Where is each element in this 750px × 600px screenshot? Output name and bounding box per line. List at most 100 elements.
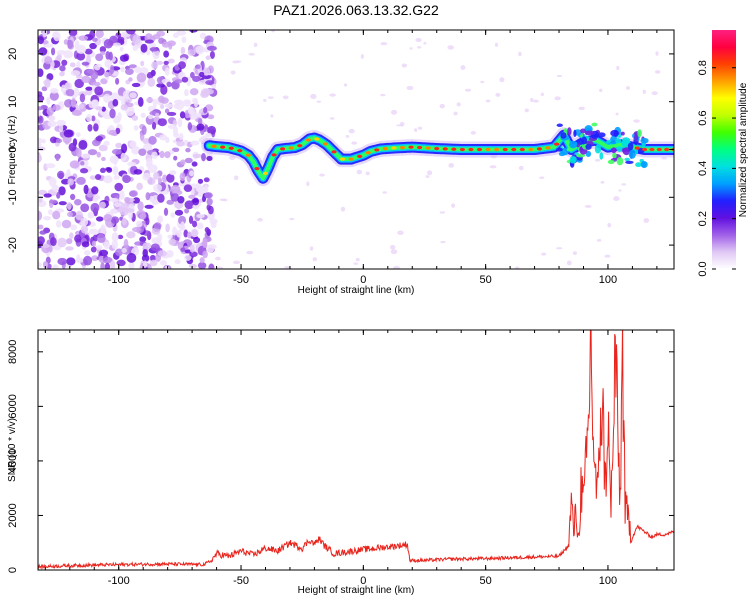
noise-speck [125, 68, 134, 75]
noise-speck [348, 128, 355, 134]
noise-speck [382, 191, 388, 194]
noise-speck [189, 88, 199, 96]
noise-speck [187, 106, 195, 115]
noise-speck [109, 108, 116, 119]
noise-speck [140, 60, 145, 67]
noise-speck [312, 257, 317, 262]
noise-speck [55, 153, 60, 162]
noise-speck [71, 109, 82, 116]
noise-speck [144, 39, 154, 44]
noise-speck [137, 97, 144, 107]
noise-speck [554, 96, 561, 101]
ridge-turbulence [635, 162, 642, 168]
noise-speck [121, 217, 127, 226]
noise-speck [76, 254, 81, 264]
ridge-hotspot [519, 147, 525, 152]
noise-speck [642, 89, 646, 95]
noise-speck [98, 144, 108, 152]
top-y-axis: -20 -10 0 10 20 [7, 48, 674, 253]
noise-speck [195, 45, 205, 55]
top-x-tick-label: -50 [233, 274, 249, 286]
noise-speck [103, 39, 113, 49]
noise-speck [73, 87, 80, 97]
noise-speck [104, 59, 112, 68]
noise-speck [423, 41, 427, 45]
noise-speck [253, 42, 258, 48]
noise-speck [131, 145, 141, 155]
noise-speck [188, 263, 197, 269]
noise-speck [555, 247, 563, 250]
ridge-turbulence [634, 133, 639, 142]
snr-frame [37, 329, 675, 571]
noise-speck [121, 143, 128, 154]
noise-speck [78, 139, 88, 150]
noise-speck [397, 230, 404, 235]
ridge-hotspot [536, 147, 543, 151]
noise-speck [93, 123, 99, 132]
bottom-y-tick-label: 2000 [7, 503, 19, 527]
noise-speck [42, 30, 48, 38]
noise-speck [112, 98, 119, 107]
ridge-hotspot [545, 146, 551, 150]
noise-speck [409, 47, 413, 50]
noise-speck [105, 51, 111, 60]
noise-speck [127, 161, 137, 167]
noise-speck [114, 182, 124, 192]
noise-speck [167, 234, 173, 239]
bottom-x-axis: -100 -50 0 50 100 [44, 330, 658, 587]
ridge-turbulence [556, 147, 563, 152]
noise-speck [89, 175, 97, 180]
noise-speck [100, 224, 106, 235]
ridge-turbulence [569, 156, 577, 164]
noise-speck [68, 30, 78, 37]
noise-speck [95, 135, 103, 142]
noise-speck [70, 193, 76, 201]
noise-speck [233, 260, 240, 265]
noise-speck [128, 190, 137, 197]
noise-speck [113, 202, 122, 208]
noise-speck [176, 229, 182, 238]
noise-speck [59, 71, 65, 77]
noise-speck [494, 42, 499, 47]
noise-speck [147, 177, 156, 185]
noise-speck [52, 210, 61, 220]
noise-speck [166, 111, 177, 117]
ridge-turbulence [567, 127, 572, 136]
top-y-tick-label: -20 [7, 237, 19, 253]
noise-speck [126, 30, 136, 35]
ridge-turbulence [581, 136, 588, 146]
noise-speck [128, 261, 135, 269]
ridge-turbulence [594, 133, 599, 138]
noise-speck [160, 260, 167, 266]
noise-speck [92, 99, 99, 108]
ridge-hotspot [511, 147, 517, 152]
colorbar-tick-label: 0.6 [697, 110, 709, 125]
noise-speck [115, 248, 124, 257]
noise-speck [184, 157, 193, 164]
noise-speck [199, 257, 205, 264]
noise-speck [206, 155, 213, 162]
noise-speck [164, 67, 170, 76]
noise-speck [203, 106, 208, 114]
noise-speck [120, 66, 125, 73]
noise-speck [146, 97, 154, 103]
noise-speck [96, 233, 106, 243]
noise-speck [232, 60, 240, 64]
noise-speck [108, 129, 117, 136]
ridge-turbulence [610, 147, 617, 154]
noise-speck [85, 86, 93, 91]
noise-speck [171, 147, 180, 153]
noise-speck [345, 135, 350, 138]
noise-speck [115, 142, 123, 149]
noise-speck [464, 88, 472, 92]
noise-speck [187, 122, 193, 131]
noise-speck [67, 39, 74, 49]
noise-speck [81, 241, 90, 248]
noise-speck [50, 47, 56, 56]
noise-speck [177, 117, 183, 128]
noise-speck [68, 142, 77, 152]
noise-speck [230, 70, 236, 75]
noise-speck [99, 167, 106, 174]
ridge-turbulence [622, 137, 631, 144]
noise-speck [113, 175, 120, 180]
